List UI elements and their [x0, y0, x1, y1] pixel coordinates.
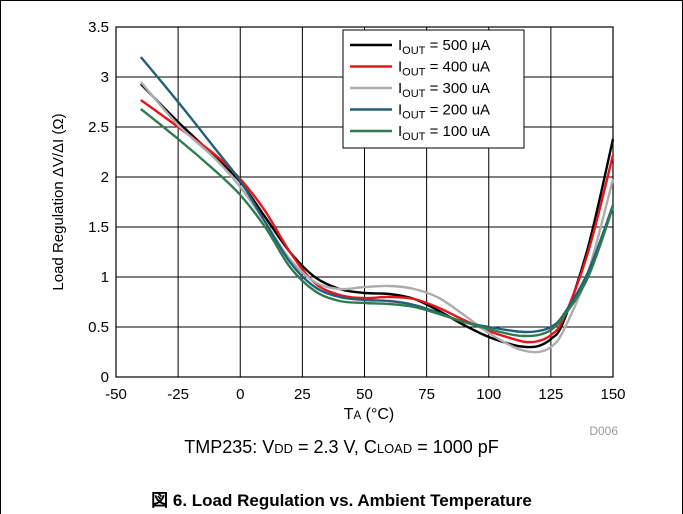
y-axis-label: Load Regulation ΔV/ΔI (Ω)	[50, 113, 67, 291]
x-tick-label: 125	[538, 386, 563, 403]
tick-labels: -50 -25 0 25 50 75 100 125 150 0 0.5 1 1.5 2 2.5 3 3.5	[88, 19, 625, 403]
y-tick-label: 3.5	[88, 19, 109, 36]
legend-label: IOUT = 300 uA	[398, 80, 490, 100]
series-line-3	[139, 81, 615, 354]
series-line-2	[140, 99, 615, 344]
x-axis-label: TA (°C)	[343, 406, 395, 423]
series-line-4	[139, 56, 615, 334]
legend-label: IOUT = 200 uA	[398, 102, 490, 122]
y-tick-label: 1	[101, 269, 109, 286]
legend-label: IOUT = 100 uA	[398, 123, 490, 143]
x-tick-label: 50	[356, 386, 373, 403]
x-tick-label: 100	[476, 386, 501, 403]
series-line-5	[140, 108, 615, 338]
series-lines	[139, 56, 615, 354]
x-tick-label: 25	[294, 386, 311, 403]
plot-border	[115, 26, 614, 378]
legend-label: IOUT = 400 uA	[398, 59, 490, 79]
figure-title: 図 6. Load Regulation vs. Ambient Tempera…	[151, 491, 532, 510]
y-tick-label: 2.5	[88, 119, 109, 136]
x-tick-label: -25	[167, 386, 189, 403]
figure-code: D006	[589, 424, 618, 438]
x-tick-label: 150	[600, 386, 625, 403]
y-tick-label: 2	[101, 169, 109, 186]
x-tick-label: 75	[418, 386, 435, 403]
x-tick-label: 0	[236, 386, 244, 403]
y-tick-label: 0.5	[88, 319, 109, 336]
chart-caption: TMP235: VDD = 2.3 V, CLOAD = 1000 pF	[184, 437, 499, 457]
y-tick-label: 1.5	[88, 219, 109, 236]
x-tick-label: -50	[105, 386, 127, 403]
legend-label: IOUT = 500 μA	[398, 37, 490, 57]
y-tick-label: 0	[101, 369, 109, 386]
y-tick-label: 3	[101, 69, 109, 86]
